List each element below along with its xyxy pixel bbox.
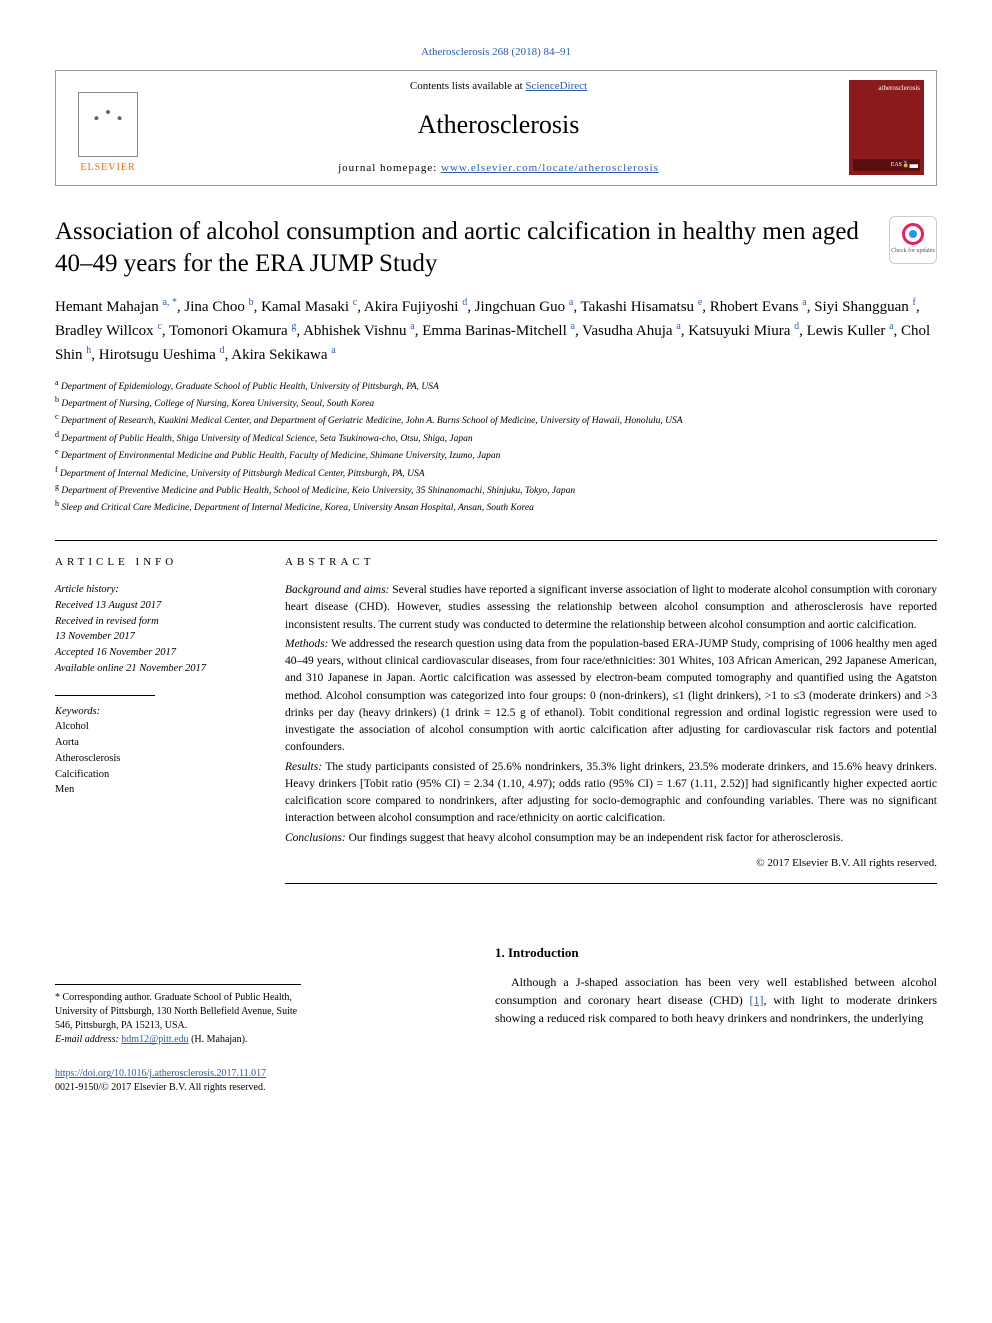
history-accepted: Accepted 16 November 2017	[55, 645, 255, 661]
affiliations-list: a Department of Epidemiology, Graduate S…	[55, 377, 937, 516]
journal-cover-thumbnail: atherosclerosis EAS🏅▄▄	[849, 80, 924, 175]
affiliation-item: e Department of Environmental Medicine a…	[55, 446, 937, 463]
crossmark-icon	[902, 223, 924, 245]
abstract-methods: We addressed the research question using…	[285, 638, 937, 754]
history-online: Available online 21 November 2017	[55, 661, 255, 677]
elsevier-text: ELSEVIER	[80, 161, 135, 175]
divider	[55, 540, 937, 541]
doi-link[interactable]: https://doi.org/10.1016/j.atherosclerosi…	[55, 1068, 266, 1079]
abstract-copyright: © 2017 Elsevier B.V. All rights reserved…	[285, 855, 937, 872]
corr-text: Corresponding author. Graduate School of…	[55, 992, 297, 1031]
contents-prefix: Contents lists available at	[410, 80, 525, 92]
article-history: Article history: Received 13 August 2017…	[55, 582, 255, 677]
corr-email-link[interactable]: hdm12@pitt.edu	[121, 1034, 188, 1045]
affiliation-item: f Department of Internal Medicine, Unive…	[55, 464, 937, 481]
abstract-results: The study participants consisted of 25.6…	[285, 761, 937, 825]
affiliation-item: b Department of Nursing, College of Nurs…	[55, 394, 937, 411]
history-received: Received 13 August 2017	[55, 598, 255, 614]
keyword-item: Alcohol	[55, 719, 255, 735]
keyword-item: Men	[55, 782, 255, 798]
history-label: Article history:	[55, 582, 255, 598]
homepage-line: journal homepage: www.elsevier.com/locat…	[148, 161, 849, 176]
history-revised-line2: 13 November 2017	[55, 629, 255, 645]
page-footer: https://doi.org/10.1016/j.atherosclerosi…	[55, 1067, 937, 1095]
abstract-methods-label: Methods:	[285, 638, 328, 650]
keyword-item: Calcification	[55, 767, 255, 783]
cover-badge: EAS🏅▄▄	[853, 159, 920, 171]
elsevier-tree-icon	[78, 92, 138, 157]
affiliation-item: c Department of Research, Kuakini Medica…	[55, 411, 937, 428]
abstract-heading: ABSTRACT	[285, 555, 937, 570]
article-info-heading: ARTICLE INFO	[55, 555, 255, 570]
authors-list: Hemant Mahajan a, *, Jina Choo b, Kamal …	[55, 295, 937, 367]
corresponding-author: * Corresponding author. Graduate School …	[55, 984, 301, 1047]
introduction-paragraph: Although a J-shaped association has been…	[495, 973, 937, 1027]
check-updates-button[interactable]: Check for updates	[889, 216, 937, 264]
reference-link-1[interactable]: [1]	[750, 993, 764, 1007]
homepage-link[interactable]: www.elsevier.com/locate/atherosclerosis	[441, 162, 659, 174]
abstract-background-label: Background and aims:	[285, 584, 389, 596]
cover-title: atherosclerosis	[853, 84, 920, 94]
abstract-body: Background and aims: Several studies hav…	[285, 582, 937, 871]
sciencedirect-link[interactable]: ScienceDirect	[525, 80, 587, 92]
journal-reference: Atherosclerosis 268 (2018) 84–91	[55, 45, 937, 60]
divider	[55, 695, 155, 696]
introduction-heading: 1. Introduction	[495, 944, 937, 962]
keywords-block: Keywords: AlcoholAortaAtherosclerosisCal…	[55, 704, 255, 799]
keywords-label: Keywords:	[55, 704, 255, 720]
email-label: E-mail address:	[55, 1034, 121, 1045]
corr-email-suffix: (H. Mahajan).	[189, 1034, 248, 1045]
abstract-results-label: Results:	[285, 761, 322, 773]
affiliation-item: g Department of Preventive Medicine and …	[55, 481, 937, 498]
affiliation-item: a Department of Epidemiology, Graduate S…	[55, 377, 937, 394]
divider	[285, 883, 937, 884]
journal-name: Atherosclerosis	[148, 107, 849, 143]
issn-copyright: 0021-9150/© 2017 Elsevier B.V. All right…	[55, 1081, 937, 1095]
keyword-item: Atherosclerosis	[55, 751, 255, 767]
corr-star: *	[55, 992, 63, 1003]
elsevier-logo: ELSEVIER	[68, 80, 148, 175]
article-title: Association of alcohol consumption and a…	[55, 216, 869, 281]
history-revised-line1: Received in revised form	[55, 614, 255, 630]
check-updates-label: Check for updates	[891, 247, 935, 255]
abstract-conclusions-label: Conclusions:	[285, 832, 346, 844]
affiliation-item: h Sleep and Critical Care Medicine, Depa…	[55, 498, 937, 515]
journal-header: ELSEVIER Contents lists available at Sci…	[55, 70, 937, 185]
homepage-prefix: journal homepage:	[338, 162, 441, 174]
affiliation-item: d Department of Public Health, Shiga Uni…	[55, 429, 937, 446]
keyword-item: Aorta	[55, 735, 255, 751]
contents-line: Contents lists available at ScienceDirec…	[148, 79, 849, 94]
abstract-conclusions: Our findings suggest that heavy alcohol …	[346, 832, 844, 844]
